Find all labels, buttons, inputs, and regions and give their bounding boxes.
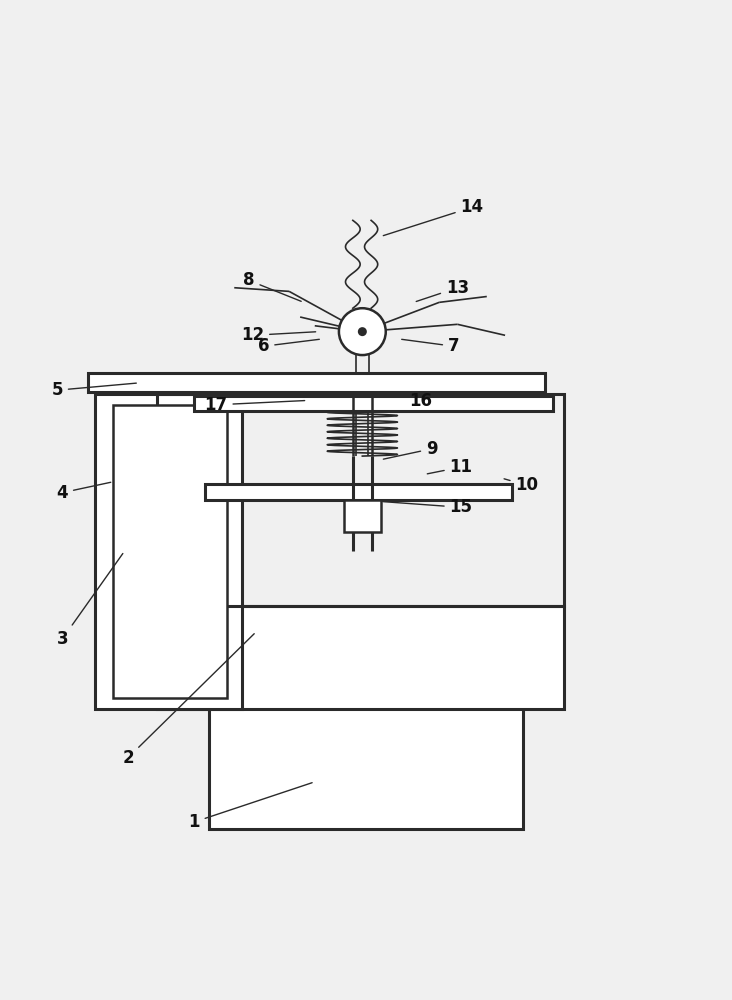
Circle shape [359,328,366,335]
Text: 7: 7 [402,337,460,355]
Text: 8: 8 [243,271,301,301]
Text: 13: 13 [417,279,469,301]
Text: 12: 12 [241,326,315,344]
Text: 15: 15 [384,498,473,516]
Bar [157,606,564,709]
Circle shape [339,308,386,355]
Bar [88,373,545,392]
Text: 10: 10 [504,476,539,494]
Text: 17: 17 [204,396,305,414]
Bar [157,394,564,606]
Text: 6: 6 [258,337,319,355]
Bar [113,405,227,698]
Bar [209,705,523,829]
Bar [344,500,381,532]
Text: 1: 1 [188,783,312,831]
Text: 9: 9 [384,440,438,459]
Text: 4: 4 [56,482,111,502]
Text: 14: 14 [384,198,484,236]
Text: 3: 3 [56,554,123,648]
Text: 2: 2 [122,634,254,767]
Text: 5: 5 [51,381,136,399]
Bar [205,484,512,500]
Text: 16: 16 [391,392,433,410]
Bar [95,394,242,709]
Text: 11: 11 [427,458,473,476]
Bar [194,396,553,411]
